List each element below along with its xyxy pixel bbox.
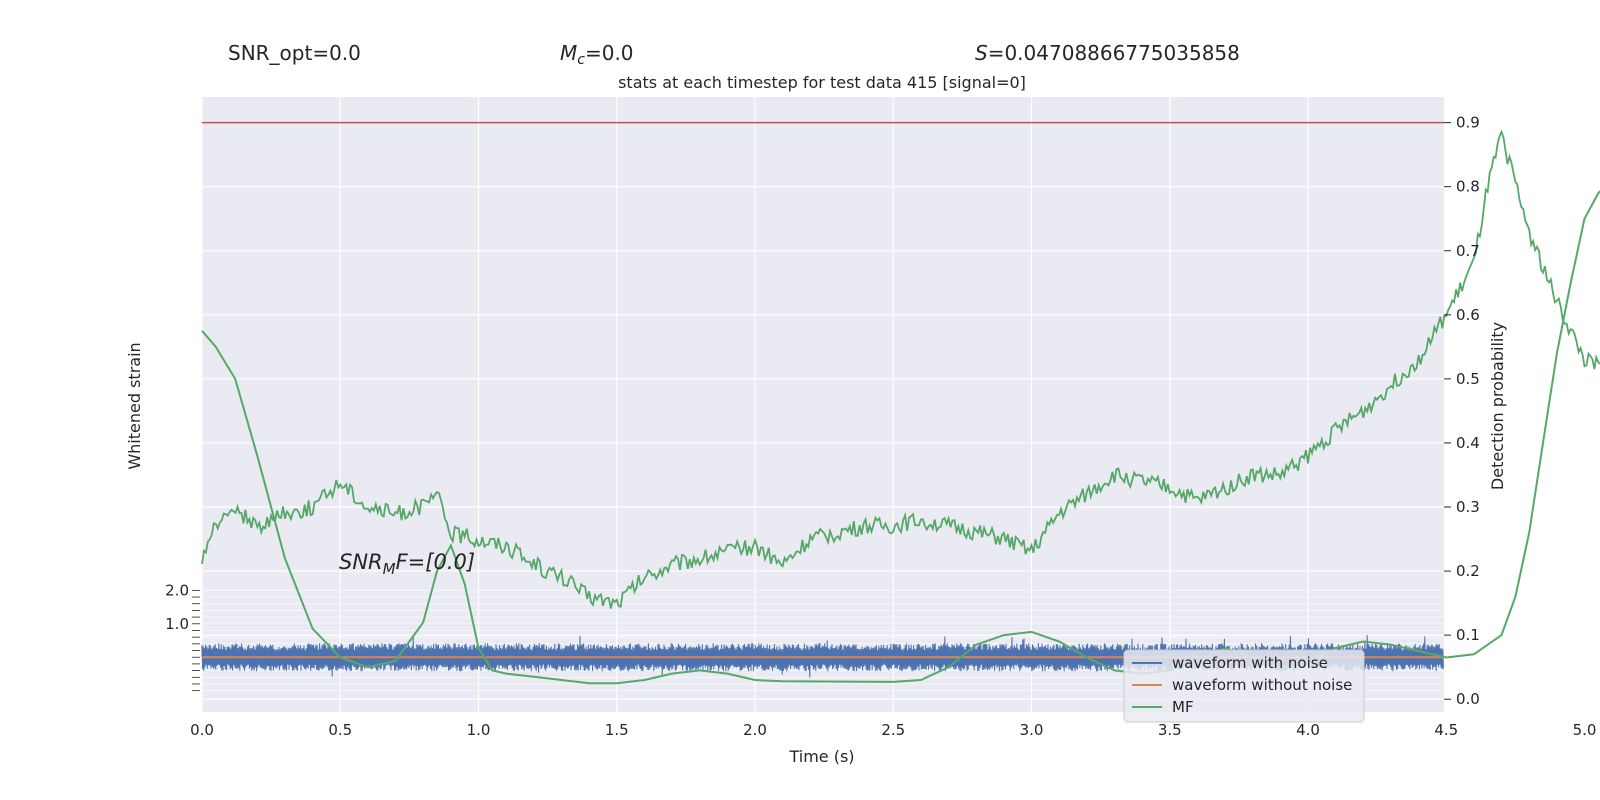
x-tick-label: 1.5 (605, 721, 629, 739)
legend-label-mf: MF (1172, 698, 1194, 716)
legend-label-noise: waveform with noise (1172, 654, 1328, 672)
right-tick-label: 0.7 (1456, 242, 1480, 260)
right-tick-label: 0.0 (1456, 690, 1480, 708)
x-axis-ticks: 0.00.51.01.52.02.53.03.54.04.55.05.56.06… (190, 721, 1597, 739)
right-tick-label: 0.5 (1456, 370, 1480, 388)
x-tick-label: 2.5 (881, 721, 905, 739)
score-label: S=0.04708866775035858 (975, 41, 1240, 65)
x-tick-label: 3.5 (1158, 721, 1182, 739)
x-tick-label: 5.0 (1573, 721, 1597, 739)
right-tick-label: 0.9 (1456, 114, 1480, 132)
right-tick-label: 0.6 (1456, 306, 1480, 324)
legend: waveform with noise waveform without noi… (1123, 649, 1365, 723)
header: SNR_opt=0.0 Mc=0.0 S=0.04708866775035858… (228, 41, 1240, 92)
snr-opt-label: SNR_opt=0.0 (228, 41, 361, 65)
x-tick-label: 1.0 (467, 721, 491, 739)
left-tick-label: 1.0 (165, 615, 189, 633)
right-axis-label: Detection probability (1488, 322, 1507, 490)
right-axis-ticks: 0.0 0.1 0.2 0.3 0.4 0.5 0.6 0.7 0.8 0.9 (1444, 114, 1480, 708)
right-tick-label: 0.4 (1456, 434, 1480, 452)
right-tick-label: 0.3 (1456, 498, 1480, 516)
chart-title: stats at each timestep for test data 415… (618, 73, 1026, 92)
legend-box (1123, 649, 1365, 723)
x-tick-label: 0.0 (190, 721, 214, 739)
right-tick-label: 0.8 (1456, 178, 1480, 196)
x-tick-label: 0.5 (328, 721, 352, 739)
x-axis-label: Time (s) (788, 747, 854, 766)
left-axis-ticks: 2.0 1.0 (165, 581, 200, 692)
x-tick-label: 4.0 (1296, 721, 1320, 739)
right-tick-label: 0.1 (1456, 626, 1480, 644)
plot-area (202, 97, 1444, 712)
left-tick-label: 2.0 (165, 581, 189, 599)
x-tick-label: 2.0 (743, 721, 767, 739)
x-tick-label: 4.5 (1434, 721, 1458, 739)
legend-label-clean: waveform without noise (1172, 676, 1352, 694)
right-tick-label: 0.2 (1456, 562, 1480, 580)
series-detection-probability (201, 129, 1600, 609)
snr-mf-label: SNRMF=[0.0] (339, 550, 475, 578)
chirp-mass-label: Mc=0.0 (560, 41, 634, 68)
left-axis-label: Whitened strain (125, 342, 144, 469)
x-tick-label: 3.0 (1020, 721, 1044, 739)
